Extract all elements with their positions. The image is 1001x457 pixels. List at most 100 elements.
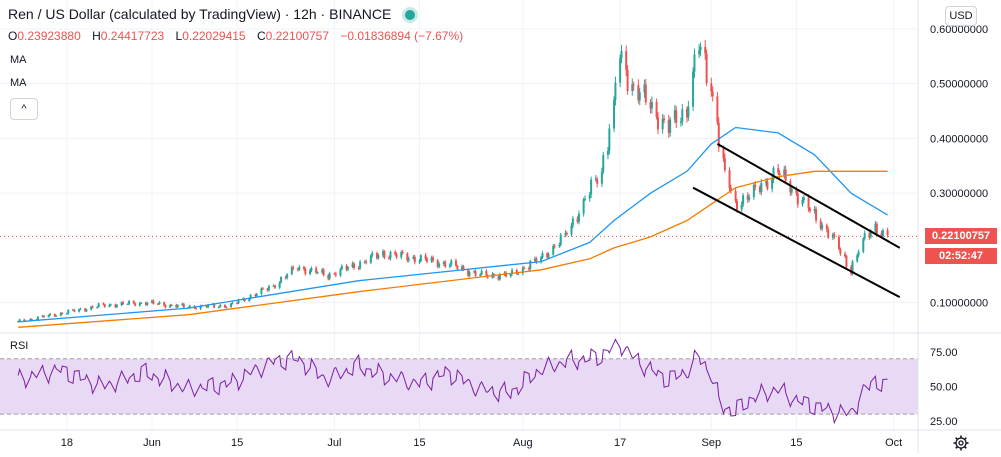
candle-body xyxy=(511,269,514,274)
candle-body xyxy=(290,267,293,275)
candle-body xyxy=(594,178,597,180)
candle-body xyxy=(533,258,536,261)
candle-body xyxy=(284,277,287,279)
candle-body xyxy=(102,303,105,305)
candle-body xyxy=(128,301,131,304)
candle-body xyxy=(758,186,761,193)
candle-body xyxy=(375,253,378,259)
candle-body xyxy=(825,225,828,230)
candle-body xyxy=(47,315,50,318)
candle-body xyxy=(796,193,799,205)
candle-body xyxy=(61,312,64,314)
candle-body xyxy=(430,257,433,262)
candle-body xyxy=(225,307,228,309)
candle-body xyxy=(96,307,99,309)
ma-fast-line xyxy=(18,126,888,323)
candle-body xyxy=(400,252,403,258)
candle-body xyxy=(388,257,391,259)
candle-body xyxy=(584,198,587,200)
candle-body xyxy=(302,266,305,270)
candle-body xyxy=(600,171,603,184)
candle-body xyxy=(669,119,672,133)
candle-body xyxy=(577,213,580,222)
candle-body xyxy=(886,230,889,235)
x-tick-label: 15 xyxy=(413,437,425,449)
candle-body xyxy=(576,218,579,222)
rsi-label[interactable]: RSI xyxy=(10,340,29,352)
candle-body xyxy=(278,282,281,288)
candle-body xyxy=(339,269,342,276)
candle-body xyxy=(260,288,263,295)
candle-body xyxy=(328,273,331,279)
last-price-badge: 0.22100757 xyxy=(925,228,997,244)
candle-body xyxy=(304,269,307,275)
candle-body xyxy=(217,306,220,308)
currency-button[interactable]: USD xyxy=(945,6,977,26)
candle-body xyxy=(552,245,555,255)
candle-body xyxy=(479,274,482,276)
candle-body xyxy=(261,288,264,290)
candle-body xyxy=(30,318,33,320)
x-tick-label: 17 xyxy=(614,437,626,449)
candle-body xyxy=(783,169,786,176)
candle-body xyxy=(223,304,226,308)
collapse-legend-button[interactable]: ^ xyxy=(10,98,38,120)
candle-body xyxy=(734,190,737,201)
candle-body xyxy=(205,305,208,308)
ma-indicator-2[interactable]: MA xyxy=(10,77,27,89)
candle-body xyxy=(851,261,854,274)
candle-body xyxy=(729,187,732,191)
candle-body xyxy=(766,181,769,189)
candle-body xyxy=(644,84,647,103)
candle-body xyxy=(704,46,707,54)
market-status-icon[interactable] xyxy=(405,10,416,20)
candle-body xyxy=(815,209,818,221)
candle-body xyxy=(608,128,611,151)
candle-body xyxy=(254,294,257,297)
candle-body xyxy=(547,254,550,258)
candle-body xyxy=(742,195,745,205)
candle-body xyxy=(181,303,184,305)
candle-body xyxy=(296,268,299,270)
candle-body xyxy=(667,120,670,133)
candle-body xyxy=(182,303,185,308)
candle-body xyxy=(497,276,500,280)
candle-body xyxy=(91,306,94,308)
candle-body xyxy=(845,256,848,267)
x-tick-label: 15 xyxy=(231,437,243,449)
candle-body xyxy=(467,270,470,276)
candle-body xyxy=(383,251,386,258)
candle-body xyxy=(292,267,295,269)
candle-body xyxy=(771,179,774,189)
gear-icon[interactable] xyxy=(952,434,970,452)
candle-body xyxy=(736,200,739,210)
candle-body xyxy=(357,267,360,269)
candle-body xyxy=(527,268,530,270)
candle-body xyxy=(559,234,562,245)
candle-body xyxy=(213,303,216,308)
candle-body xyxy=(535,258,538,262)
candle-body xyxy=(716,96,719,123)
close-label: C xyxy=(256,29,266,43)
candle-body xyxy=(649,102,652,109)
candle-body xyxy=(418,261,421,263)
change-value: −0.01836894 (−7.67%) xyxy=(340,29,464,43)
candle-body xyxy=(614,82,617,100)
candle-body xyxy=(401,252,404,254)
candle-body xyxy=(49,313,52,316)
candle-body xyxy=(345,265,348,270)
candle-body xyxy=(675,110,678,123)
candle-body xyxy=(571,218,574,226)
candle-body xyxy=(626,69,629,91)
candle-body xyxy=(473,271,476,273)
ma-indicator-1[interactable]: MA xyxy=(10,54,27,66)
candle-body xyxy=(138,302,141,306)
candle-body xyxy=(29,318,32,322)
candle-body xyxy=(663,118,666,121)
y-tick-label: 0.40000000 xyxy=(930,133,988,145)
candle-body xyxy=(710,83,713,92)
candle-body xyxy=(41,315,44,317)
candle-body xyxy=(79,308,82,310)
candle-body xyxy=(115,305,118,308)
